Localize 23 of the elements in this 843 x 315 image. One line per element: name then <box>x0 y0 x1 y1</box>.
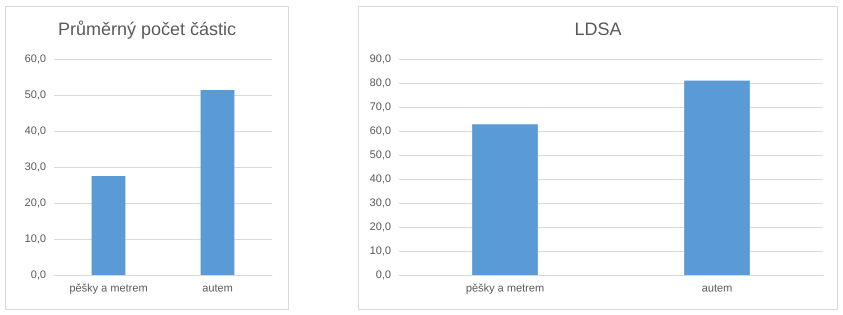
y-tick-label: 40,0 <box>24 125 46 137</box>
y-tick-label: 50,0 <box>370 149 391 161</box>
x-tick-label: pěšky a metrem <box>69 282 148 294</box>
y-tick-label: 60,0 <box>24 53 46 65</box>
y-tick-label: 0,0 <box>376 269 391 281</box>
x-tick-label: pěšky a metrem <box>466 282 544 294</box>
y-tick-label: 10,0 <box>24 233 46 245</box>
y-tick-label: 90,0 <box>370 53 391 65</box>
x-tick-label: autem <box>202 282 233 294</box>
y-tick-label: 40,0 <box>370 173 391 185</box>
y-tick-label: 20,0 <box>24 197 46 209</box>
y-tick-label: 80,0 <box>370 77 391 89</box>
y-tick-label: 50,0 <box>24 89 46 101</box>
y-tick-label: 60,0 <box>370 125 391 137</box>
chart-title: Průměrný počet částic <box>58 19 236 39</box>
x-tick-label: autem <box>702 282 732 294</box>
y-tick-label: 0,0 <box>30 269 46 281</box>
y-tick-label: 30,0 <box>370 197 391 209</box>
y-tick-label: 30,0 <box>24 161 46 173</box>
y-tick-label: 10,0 <box>370 245 391 257</box>
y-tick-label: 70,0 <box>370 101 391 113</box>
y-tick-label: 20,0 <box>370 221 391 233</box>
chart-title: LDSA <box>574 19 622 39</box>
